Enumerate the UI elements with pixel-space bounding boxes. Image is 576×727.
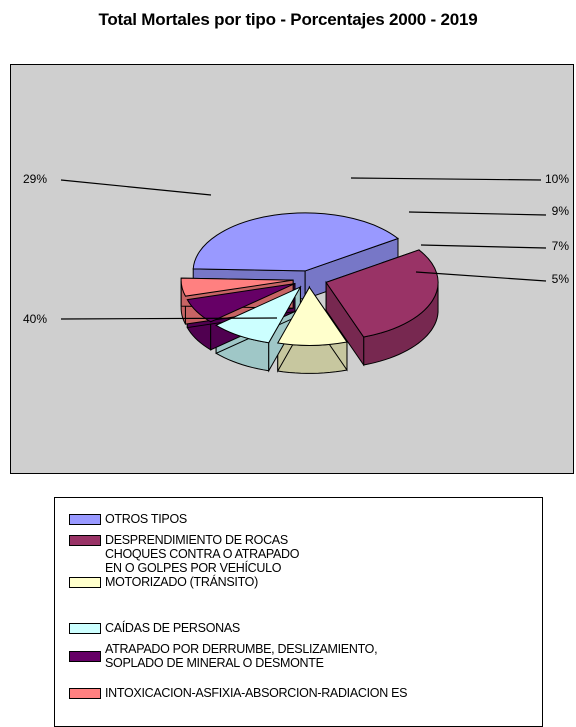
legend-label: DESPRENDIMIENTO DE ROCAS: [105, 533, 288, 547]
data-label: 10%: [545, 172, 569, 186]
pie-slice-1: [325, 249, 439, 338]
data-labels: 40% 29% 10% 9% 7% 5%: [23, 172, 569, 326]
pie-slice-2: [276, 286, 348, 346]
pie-slice-0: [192, 212, 400, 272]
plot-area: 40% 29% 10% 9% 7% 5%: [10, 64, 574, 474]
legend-item-otros-tipos: OTROS TIPOS: [69, 512, 187, 526]
legend-label: OTROS TIPOS: [105, 512, 187, 526]
leader-line: [408, 211, 547, 216]
legend-item-choques: CHOQUES CONTRA O ATRAPADO EN O GOLPES PO…: [69, 547, 299, 589]
leader-line: [420, 244, 547, 249]
chart-title: Total Mortales por tipo - Porcentajes 20…: [98, 10, 478, 29]
legend-item-atrapado-derrumbe: ATRAPADO POR DERRUMBE, DESLIZAMIENTO, SO…: [69, 642, 378, 670]
data-label: 40%: [23, 312, 47, 326]
legend-label: CAÍDAS DE PERSONAS: [105, 621, 240, 635]
leader-line: [350, 177, 542, 181]
data-label: 29%: [23, 172, 47, 186]
legend-item-desprendimiento: DESPRENDIMIENTO DE ROCAS: [69, 533, 288, 547]
legend-swatch: [69, 577, 101, 588]
legend-label: CHOQUES CONTRA O ATRAPADO EN O GOLPES PO…: [105, 547, 300, 589]
pie-slice-3: [215, 285, 302, 344]
legend-swatch: [69, 688, 101, 699]
legend-item-caidas: CAÍDAS DE PERSONAS: [69, 621, 240, 635]
pie-tops: [180, 212, 439, 346]
leader-line: [60, 317, 278, 320]
legend-swatch: [69, 651, 101, 662]
legend-swatch: [69, 535, 101, 546]
legend-swatch: [69, 514, 101, 525]
data-label: 9%: [552, 204, 570, 218]
legend: OTROS TIPOS DESPRENDIMIENTO DE ROCAS CHO…: [54, 497, 543, 727]
leader-line: [415, 271, 547, 282]
data-label: 7%: [552, 239, 570, 253]
legend-label: INTOXICACION-ASFIXIA-ABSORCION-RADIACION…: [105, 686, 408, 700]
pie-slice-5: [180, 277, 294, 297]
pie-chart: 40% 29% 10% 9% 7% 5%: [23, 172, 569, 374]
legend-swatch: [69, 623, 101, 634]
data-label: 5%: [552, 272, 570, 286]
legend-label: ATRAPADO POR DERRUMBE, DESLIZAMIENTO, SO…: [105, 642, 378, 670]
legend-item-intoxicacion: INTOXICACION-ASFIXIA-ABSORCION-RADIACION…: [69, 686, 408, 700]
leader-line: [60, 179, 212, 196]
pie-slice-4: [186, 283, 296, 323]
